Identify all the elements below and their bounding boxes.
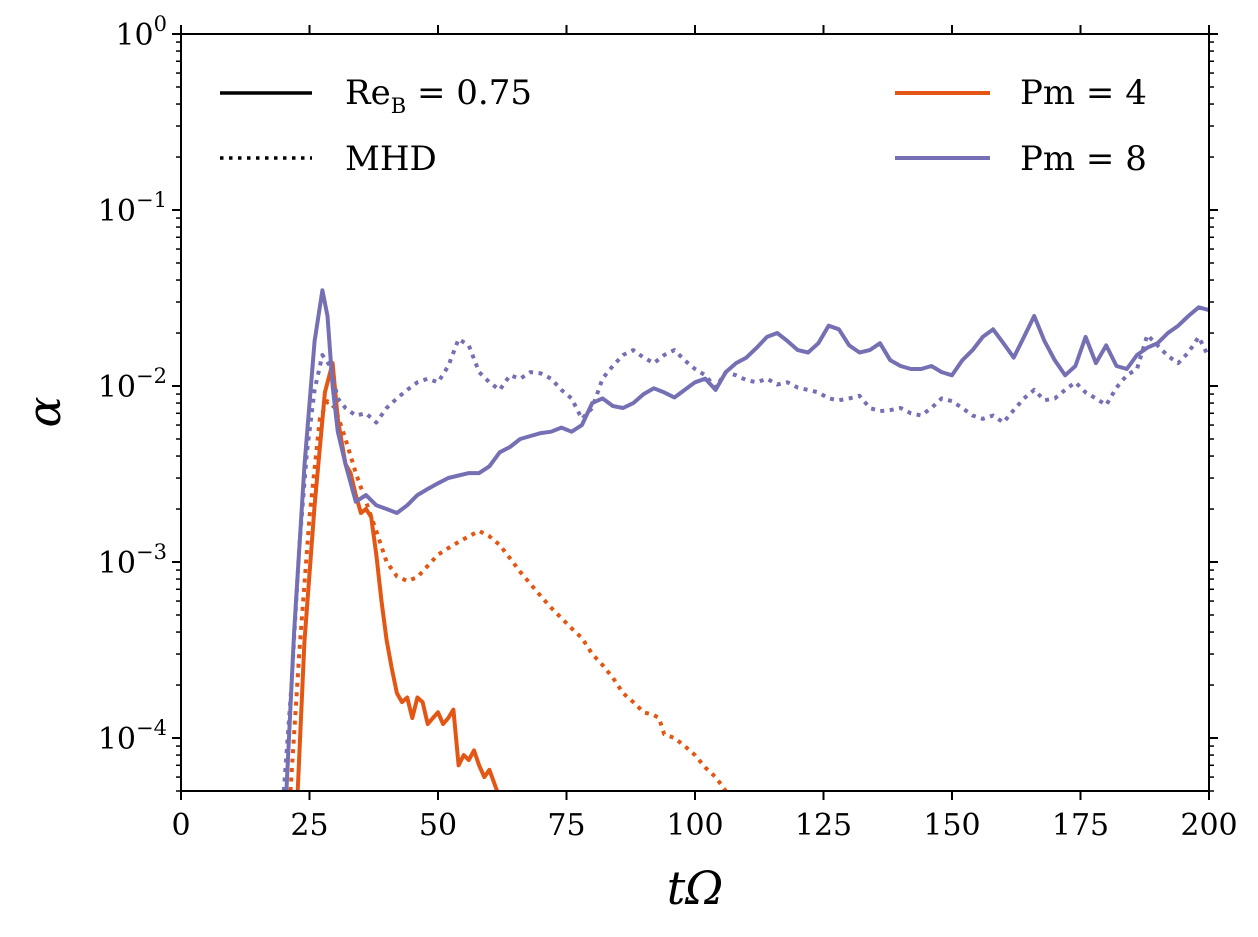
y-tick-exp-2: −2 xyxy=(136,364,167,388)
y-tick-exp-1: −1 xyxy=(136,188,167,212)
legend-color: Pm = 4 Pm = 8 xyxy=(895,73,1147,179)
y-tick-base-4: 10 xyxy=(98,722,136,757)
x-tick-label-6: 150 xyxy=(923,808,980,843)
x-tick-label-2: 50 xyxy=(419,808,457,843)
x-axis-label: tΩ xyxy=(667,861,724,915)
series-line-1 xyxy=(288,399,728,791)
x-tick-label-5: 125 xyxy=(795,808,852,843)
series-line-2 xyxy=(284,288,1209,791)
y-tick-label-0: 100 xyxy=(115,12,167,53)
y-tick-base-2: 10 xyxy=(98,370,136,405)
x-tick-label-8: 200 xyxy=(1180,808,1237,843)
y-tick-label-1: 10−1 xyxy=(98,188,167,229)
series-layer xyxy=(281,288,1209,791)
x-tick-label-0: 0 xyxy=(171,808,190,843)
legend-pm8-label: Pm = 8 xyxy=(1020,139,1147,179)
x-tick-label-3: 75 xyxy=(547,808,585,843)
series-line-3 xyxy=(281,333,1209,791)
legend-solid-label: ReB = 0.75 xyxy=(345,73,532,118)
y-tick-base-1: 10 xyxy=(98,194,136,229)
ticks-layer: 0 25 50 75 100 125 150 175 20010010−110−210−310−… xyxy=(98,12,1238,843)
y-tick-label-4: 10−4 xyxy=(98,716,167,757)
y-tick-label-3: 10−3 xyxy=(98,540,167,581)
y-tick-exp-4: −4 xyxy=(136,716,167,740)
y-tick-exp-0: 0 xyxy=(154,12,167,36)
legend-dotted-label: MHD xyxy=(345,139,437,179)
legend-style: ReB = 0.75 MHD xyxy=(220,73,532,179)
legend-pm4-label: Pm = 4 xyxy=(1020,73,1147,113)
x-tick-label-7: 175 xyxy=(1052,808,1109,843)
y-tick-base-3: 10 xyxy=(98,546,136,581)
x-tick-label-4: 100 xyxy=(666,808,723,843)
y-tick-exp-3: −3 xyxy=(136,540,167,564)
x-tick-label-1: 25 xyxy=(290,808,328,843)
y-axis-label: α xyxy=(17,396,71,427)
y-tick-base-0: 10 xyxy=(115,18,153,53)
y-tick-label-2: 10−2 xyxy=(98,364,167,405)
